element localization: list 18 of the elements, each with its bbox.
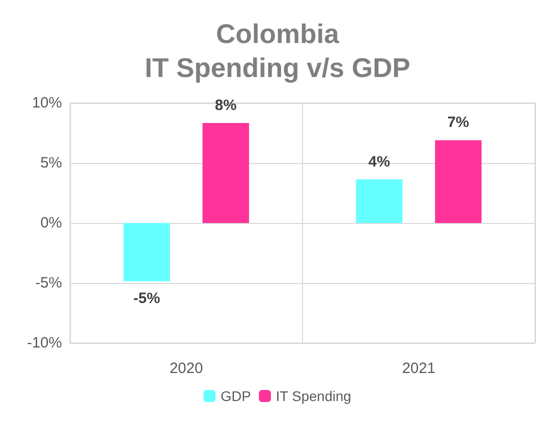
- y-tick-label: -10%: [26, 334, 62, 352]
- legend-label: GDP: [220, 388, 251, 404]
- legend-label: IT Spending: [276, 388, 352, 404]
- data-label: 4%: [368, 153, 390, 170]
- x-tick-label: 2020: [170, 360, 203, 377]
- x-tick-label: 2021: [402, 360, 436, 377]
- bar: [356, 179, 402, 223]
- y-tick-label: 0%: [40, 214, 62, 232]
- data-label: 8%: [214, 97, 237, 114]
- y-tick-label: 5%: [40, 154, 62, 172]
- bar: [202, 123, 250, 223]
- bar: [435, 140, 482, 223]
- data-label: -5%: [133, 290, 160, 308]
- bar: [123, 223, 170, 282]
- y-tick-label: 10%: [32, 94, 62, 112]
- y-tick-label: -5%: [35, 274, 62, 292]
- data-label: 7%: [447, 114, 470, 132]
- chart-title: Colombia IT Spending v/s GDP: [144, 19, 410, 83]
